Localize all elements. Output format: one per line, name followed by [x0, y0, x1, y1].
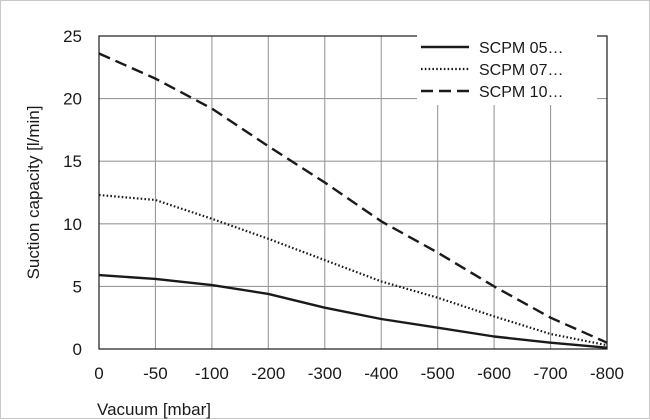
plot-area — [98, 35, 608, 350]
series-line-1 — [98, 273, 608, 349]
x-tick-labels: 0 -50 -100 -200 -300 -400 -500 -600 -700 -800 — [94, 364, 624, 383]
series-lines — [98, 52, 608, 349]
x-tick-label: -700 — [534, 364, 568, 383]
x-tick-label: 0 — [94, 364, 103, 383]
y-tick-label: 5 — [73, 277, 82, 296]
x-tick-label: -100 — [195, 364, 229, 383]
x-tick-label: -50 — [143, 364, 168, 383]
y-tick-label: 10 — [63, 215, 82, 234]
y-tick-label: 20 — [63, 90, 82, 109]
legend: SCPM 05… SCPM 07… SCPM 10… — [421, 40, 563, 101]
y-tick-label: 15 — [63, 152, 82, 171]
legend-label-2: SCPM 07… — [479, 62, 563, 79]
x-tick-label: -200 — [251, 364, 285, 383]
x-tick-label: -500 — [421, 364, 455, 383]
y-axis-label: Suction capacity [l/min] — [24, 106, 43, 280]
x-tick-label: -400 — [364, 364, 398, 383]
legend-label-1: SCPM 05… — [479, 40, 563, 57]
x-tick-label: -600 — [477, 364, 511, 383]
series-line-3 — [98, 52, 608, 344]
x-tick-label: -800 — [590, 364, 624, 383]
x-tick-label: -300 — [308, 364, 342, 383]
y-tick-labels: 0 5 10 15 20 25 — [63, 27, 82, 359]
x-axis-label: Vacuum [mbar] — [97, 400, 211, 419]
series-line-2 — [98, 193, 608, 347]
legend-box — [417, 31, 597, 105]
y-tick-label: 0 — [73, 340, 82, 359]
legend-label-3: SCPM 10… — [479, 84, 563, 101]
y-tick-label: 25 — [63, 27, 82, 46]
